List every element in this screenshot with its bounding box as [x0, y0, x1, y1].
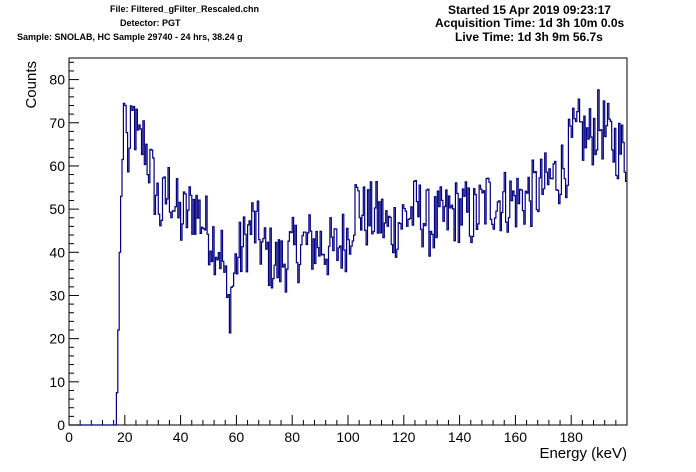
x-tick-label: 20 [117, 429, 133, 445]
live-time-label: Live Time: 1d 3h 9m 56.7s [455, 30, 603, 44]
x-tick-label: 160 [504, 429, 528, 445]
y-tick-label: 20 [49, 331, 65, 347]
x-tick-label: 120 [392, 429, 416, 445]
x-tick-label: 40 [173, 429, 189, 445]
y-tick-label: 70 [49, 115, 65, 131]
x-tick-label: 140 [448, 429, 472, 445]
plot-frame [68, 57, 628, 426]
x-tick-label: 60 [229, 429, 245, 445]
y-tick-label: 0 [57, 417, 65, 433]
y-tick-label: 40 [49, 244, 65, 260]
x-axis-title: Energy (keV) [539, 445, 627, 462]
y-tick-label: 10 [49, 374, 65, 390]
started-label: Started 15 Apr 2019 09:23:17 [448, 3, 611, 17]
x-tick-label: 100 [336, 429, 360, 445]
spectrum-histogram-line [69, 89, 627, 426]
x-tick-label: 0 [65, 429, 73, 445]
x-tick-labels: 0 20 40 60 80 100 120 140 160 180 [65, 429, 583, 445]
acquisition-time-label: Acquisition Time: 1d 3h 10m 0.0s [435, 16, 625, 30]
file-label: File: Filtered_gFilter_Rescaled.chn [110, 4, 260, 14]
y-tick-label: 30 [49, 287, 65, 303]
y-tick-label: 50 [49, 201, 65, 217]
x-tick-label: 180 [560, 429, 584, 445]
plot-area-border [68, 57, 628, 426]
detector-label: Detector: PGT [120, 18, 181, 28]
axis-ticks [68, 61, 628, 426]
sample-label: Sample: SNOLAB, HC Sample 29740 - 24 hrs… [17, 32, 243, 42]
y-tick-labels: 0 10 20 30 40 50 60 70 80 [49, 72, 65, 433]
y-axis-title: Counts [23, 61, 40, 109]
x-tick-label: 80 [284, 429, 300, 445]
y-tick-label: 60 [49, 158, 65, 174]
y-tick-label: 80 [49, 72, 65, 88]
